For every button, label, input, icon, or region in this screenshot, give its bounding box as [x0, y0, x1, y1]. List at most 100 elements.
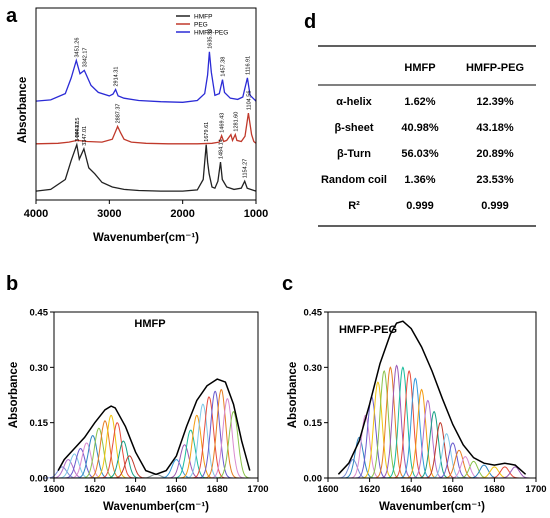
y-axis-label: Absorbance — [17, 77, 29, 143]
component-peak — [99, 422, 135, 479]
legend-label: HMFP — [194, 14, 212, 21]
y-axis-label: Absorbance — [287, 362, 299, 428]
y-tick-label: 0.30 — [30, 363, 49, 374]
panel-letter-c: c — [282, 273, 293, 295]
component-peak — [392, 369, 426, 479]
y-axis-label: Absorbance — [8, 362, 20, 428]
component-peak — [191, 396, 227, 479]
component-peak — [373, 366, 408, 479]
x-axis-label: Wavenumber(cm⁻¹) — [103, 501, 209, 513]
table-cell: 43.18% — [476, 122, 514, 134]
x-tick-label: 2000 — [170, 208, 194, 220]
panel-letter-b: b — [6, 273, 18, 295]
hmfp-peg-amide-i-plot: 1600 1620 1640 1660 1680 1700 0.00 0.15 0.30 0.45… — [287, 308, 547, 514]
fitted-components — [44, 388, 252, 479]
table-cell: 12.39% — [476, 96, 514, 108]
x-tick-label: 1600 — [317, 484, 338, 495]
x-tick-label: 1620 — [359, 484, 380, 495]
table-cell: 1.36% — [404, 174, 435, 186]
x-tick-label: 1640 — [125, 484, 146, 495]
component-peak — [386, 366, 420, 479]
x-tick-label: 1620 — [84, 484, 105, 495]
table-row-label: Random coil — [321, 174, 387, 186]
y-tick-label: 0.00 — [30, 474, 49, 485]
peak-label: 3444.47 — [75, 122, 81, 142]
table-cell: 0.999 — [406, 200, 434, 212]
panel-letter-d: d — [304, 11, 316, 33]
table-cell: 40.98% — [401, 122, 439, 134]
panel-letter-a: a — [6, 5, 18, 27]
x-tick-label: 1700 — [247, 484, 268, 495]
fitted-components — [336, 364, 532, 479]
component-peak — [398, 377, 433, 479]
component-peak — [361, 381, 395, 479]
hmfp-amide-i-plot: 1600 1620 1640 1660 1680 1700 0.00 0.15 0.30 0.45… — [8, 308, 269, 514]
x-axis-label: Wavenumber(cm⁻¹) — [93, 232, 199, 244]
component-peak — [348, 414, 383, 479]
table-row-label: R² — [348, 200, 360, 212]
y-tick-label: 0.45 — [30, 308, 49, 319]
component-peak — [197, 390, 233, 479]
peak-label: 1635.33 — [207, 29, 213, 49]
peak-label: 1457.38 — [221, 57, 227, 77]
x-axis-label: Wavenumber(cm⁻¹) — [379, 501, 485, 513]
y-tick-label: 0.15 — [304, 418, 323, 429]
peak-label: 3347.01 — [82, 126, 88, 146]
component-peak — [44, 466, 80, 479]
x-tick-label: 1680 — [207, 484, 228, 495]
component-peak — [93, 414, 129, 479]
peak-label: 3451.26 — [74, 38, 80, 58]
table-row-label: α-helix — [336, 96, 372, 108]
component-peak — [423, 422, 457, 479]
component-peak — [417, 410, 451, 479]
peak-annotations: 3451.26 3342.17 2914.31 1635.33 1457.38 1116.… — [74, 29, 252, 178]
peak-label: 1484.14 — [219, 139, 225, 159]
table-header-hmfp: HMFP — [404, 62, 435, 74]
peak-label: 1154.27 — [243, 159, 249, 178]
component-peak — [498, 466, 532, 479]
series-line-hmfp — [35, 142, 257, 192]
series-group — [35, 51, 257, 192]
peak-label: 1679.61 — [204, 122, 210, 142]
y-tick-label: 0.45 — [304, 308, 323, 319]
component-peak — [342, 436, 376, 479]
peak-label: 1281.60 — [233, 112, 239, 132]
table-cell: 0.999 — [481, 200, 509, 212]
table-header-hmfp-peg: HMFP-PEG — [466, 62, 524, 74]
x-tick-label: 1000 — [244, 208, 268, 220]
y-tick-label: 0.15 — [30, 418, 49, 429]
peak-label: 3441.15 — [75, 118, 81, 138]
table-row-label: β-Turn — [337, 148, 371, 160]
component-peak — [185, 403, 221, 479]
component-peak — [411, 399, 445, 479]
component-peak — [80, 427, 117, 479]
y-tick-label: 0.00 — [304, 474, 323, 485]
component-peak — [367, 370, 401, 479]
x-tick-label: 3000 — [97, 208, 121, 220]
plot-title: HMFP — [134, 318, 165, 330]
peak-label: 1104.56 — [246, 91, 252, 110]
plot-frame — [53, 311, 259, 479]
x-tick-label: 1660 — [166, 484, 187, 495]
table-cell: 56.03% — [401, 148, 439, 160]
x-tick-label: 4000 — [24, 208, 48, 220]
plot-frame — [35, 7, 257, 201]
component-peak — [209, 398, 246, 479]
component-peak — [158, 459, 195, 479]
x-tick-label: 1600 — [43, 484, 64, 495]
peak-label: 1116.91 — [245, 56, 251, 75]
envelope-curve — [337, 320, 527, 475]
legend-label: HMFP-PEG — [194, 30, 228, 37]
axes: 1600 1620 1640 1660 1680 1700 0.00 0.15 0.30 0.45 — [30, 308, 269, 496]
component-peak — [442, 449, 476, 479]
table-cell: 1.62% — [404, 96, 435, 108]
table-cell: 20.89% — [476, 148, 514, 160]
component-peak — [405, 388, 439, 479]
secondary-structure-table: HMFP HMFP-PEG α-helix 1.62% 12.39% β-she… — [318, 45, 536, 227]
component-peak — [379, 364, 414, 479]
component-peak — [429, 433, 464, 479]
component-peak — [448, 456, 482, 479]
